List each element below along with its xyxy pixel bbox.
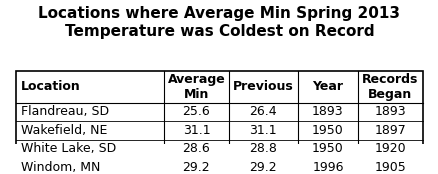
Text: 29.2: 29.2 [182,161,210,174]
Text: 1893: 1893 [374,105,405,118]
Text: 1897: 1897 [374,124,405,137]
Text: 29.2: 29.2 [249,161,276,174]
Text: 1920: 1920 [374,143,405,156]
Text: 31.1: 31.1 [249,124,276,137]
Text: 28.6: 28.6 [182,143,210,156]
Text: 31.1: 31.1 [182,124,210,137]
Text: 25.6: 25.6 [182,105,210,118]
Text: Year: Year [312,80,343,93]
Text: Flandreau, SD: Flandreau, SD [21,105,109,118]
Text: Locations where Average Min Spring 2013
Temperature was Coldest on Record: Locations where Average Min Spring 2013 … [39,6,399,39]
Text: Windom, MN: Windom, MN [21,161,100,174]
Text: Location: Location [21,80,80,93]
Text: 1950: 1950 [311,124,343,137]
Text: 1893: 1893 [311,105,343,118]
Text: Wakefield, NE: Wakefield, NE [21,124,107,137]
Text: Records
Began: Records Began [361,73,417,101]
Text: Previous: Previous [233,80,293,93]
Text: White Lake, SD: White Lake, SD [21,143,116,156]
Text: 26.4: 26.4 [249,105,276,118]
Text: Average
Min: Average Min [167,73,225,101]
Text: 28.8: 28.8 [249,143,277,156]
Text: 1996: 1996 [311,161,343,174]
Text: 1905: 1905 [374,161,405,174]
Text: 1950: 1950 [311,143,343,156]
